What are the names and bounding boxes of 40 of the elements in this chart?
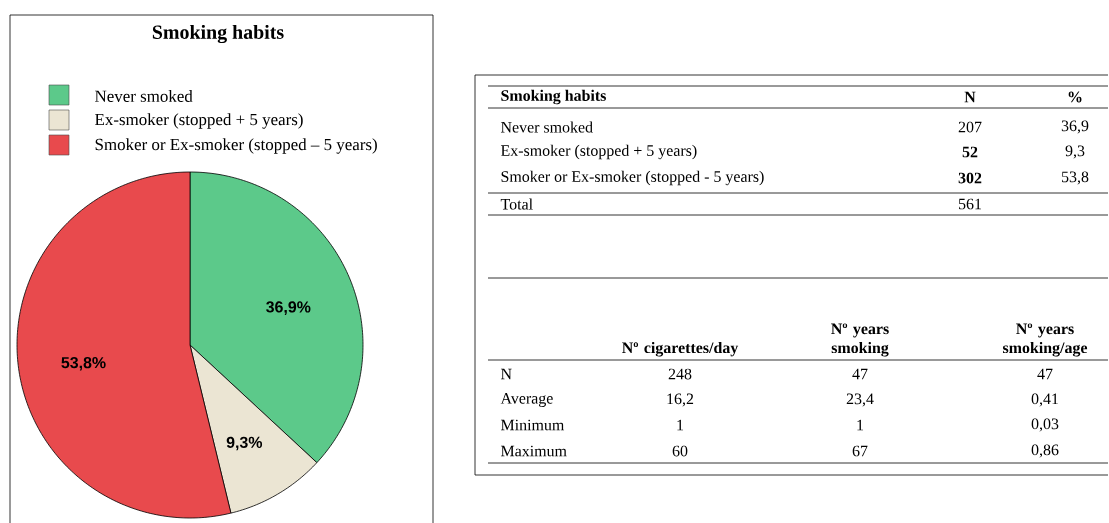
text: 1	[857, 419, 864, 431]
legend-label: Smoker or Ex-smoker (stopped – 5 years)	[95, 138, 377, 154]
text: 53,8	[1061, 171, 1089, 185]
text: 561	[958, 198, 982, 210]
text: 60	[672, 445, 688, 457]
text: 23,4	[846, 393, 874, 407]
data-label: 36,9%	[266, 301, 311, 315]
text: Maximum	[500, 445, 567, 457]
text: 0,03	[1031, 418, 1059, 432]
text: Nº years smoking	[831, 323, 889, 357]
text: 0,41	[1031, 393, 1058, 407]
text: 207	[958, 121, 982, 133]
text: Minimum	[500, 419, 565, 431]
text: Nº cigarettes/day	[622, 341, 739, 357]
legend-label: Never smoked	[95, 90, 193, 102]
text: %	[1068, 91, 1082, 103]
legend-label: Ex-smoker (stopped + 5 years)	[95, 113, 303, 129]
text: Average	[500, 393, 553, 407]
text: 9,3	[1065, 145, 1085, 159]
text: Smoker or Ex-smoker (stopped - 5 years)	[501, 170, 764, 186]
text: Ex-smoker (stopped + 5 years)	[500, 144, 697, 160]
text: 248	[668, 368, 692, 380]
text: Smoking habits	[501, 89, 606, 105]
text: 47	[852, 368, 868, 380]
text: 1	[677, 419, 684, 431]
text: N	[964, 91, 976, 103]
text: 0,86	[1031, 444, 1059, 458]
text: Never smoked	[500, 121, 593, 133]
chart-title: Smoking habits	[152, 24, 284, 44]
text: 52	[962, 146, 978, 158]
text: 36,9	[1061, 120, 1089, 134]
text: N	[500, 368, 512, 380]
text: Nº years smoking/age	[1002, 323, 1088, 357]
text: 67	[852, 445, 868, 457]
text: 302	[958, 172, 982, 184]
text: Total	[500, 198, 533, 210]
data-label: 9,3%	[226, 436, 263, 451]
text: 16,2	[667, 393, 694, 407]
data-label: 53,8%	[61, 356, 106, 371]
text: 47	[1037, 368, 1053, 380]
